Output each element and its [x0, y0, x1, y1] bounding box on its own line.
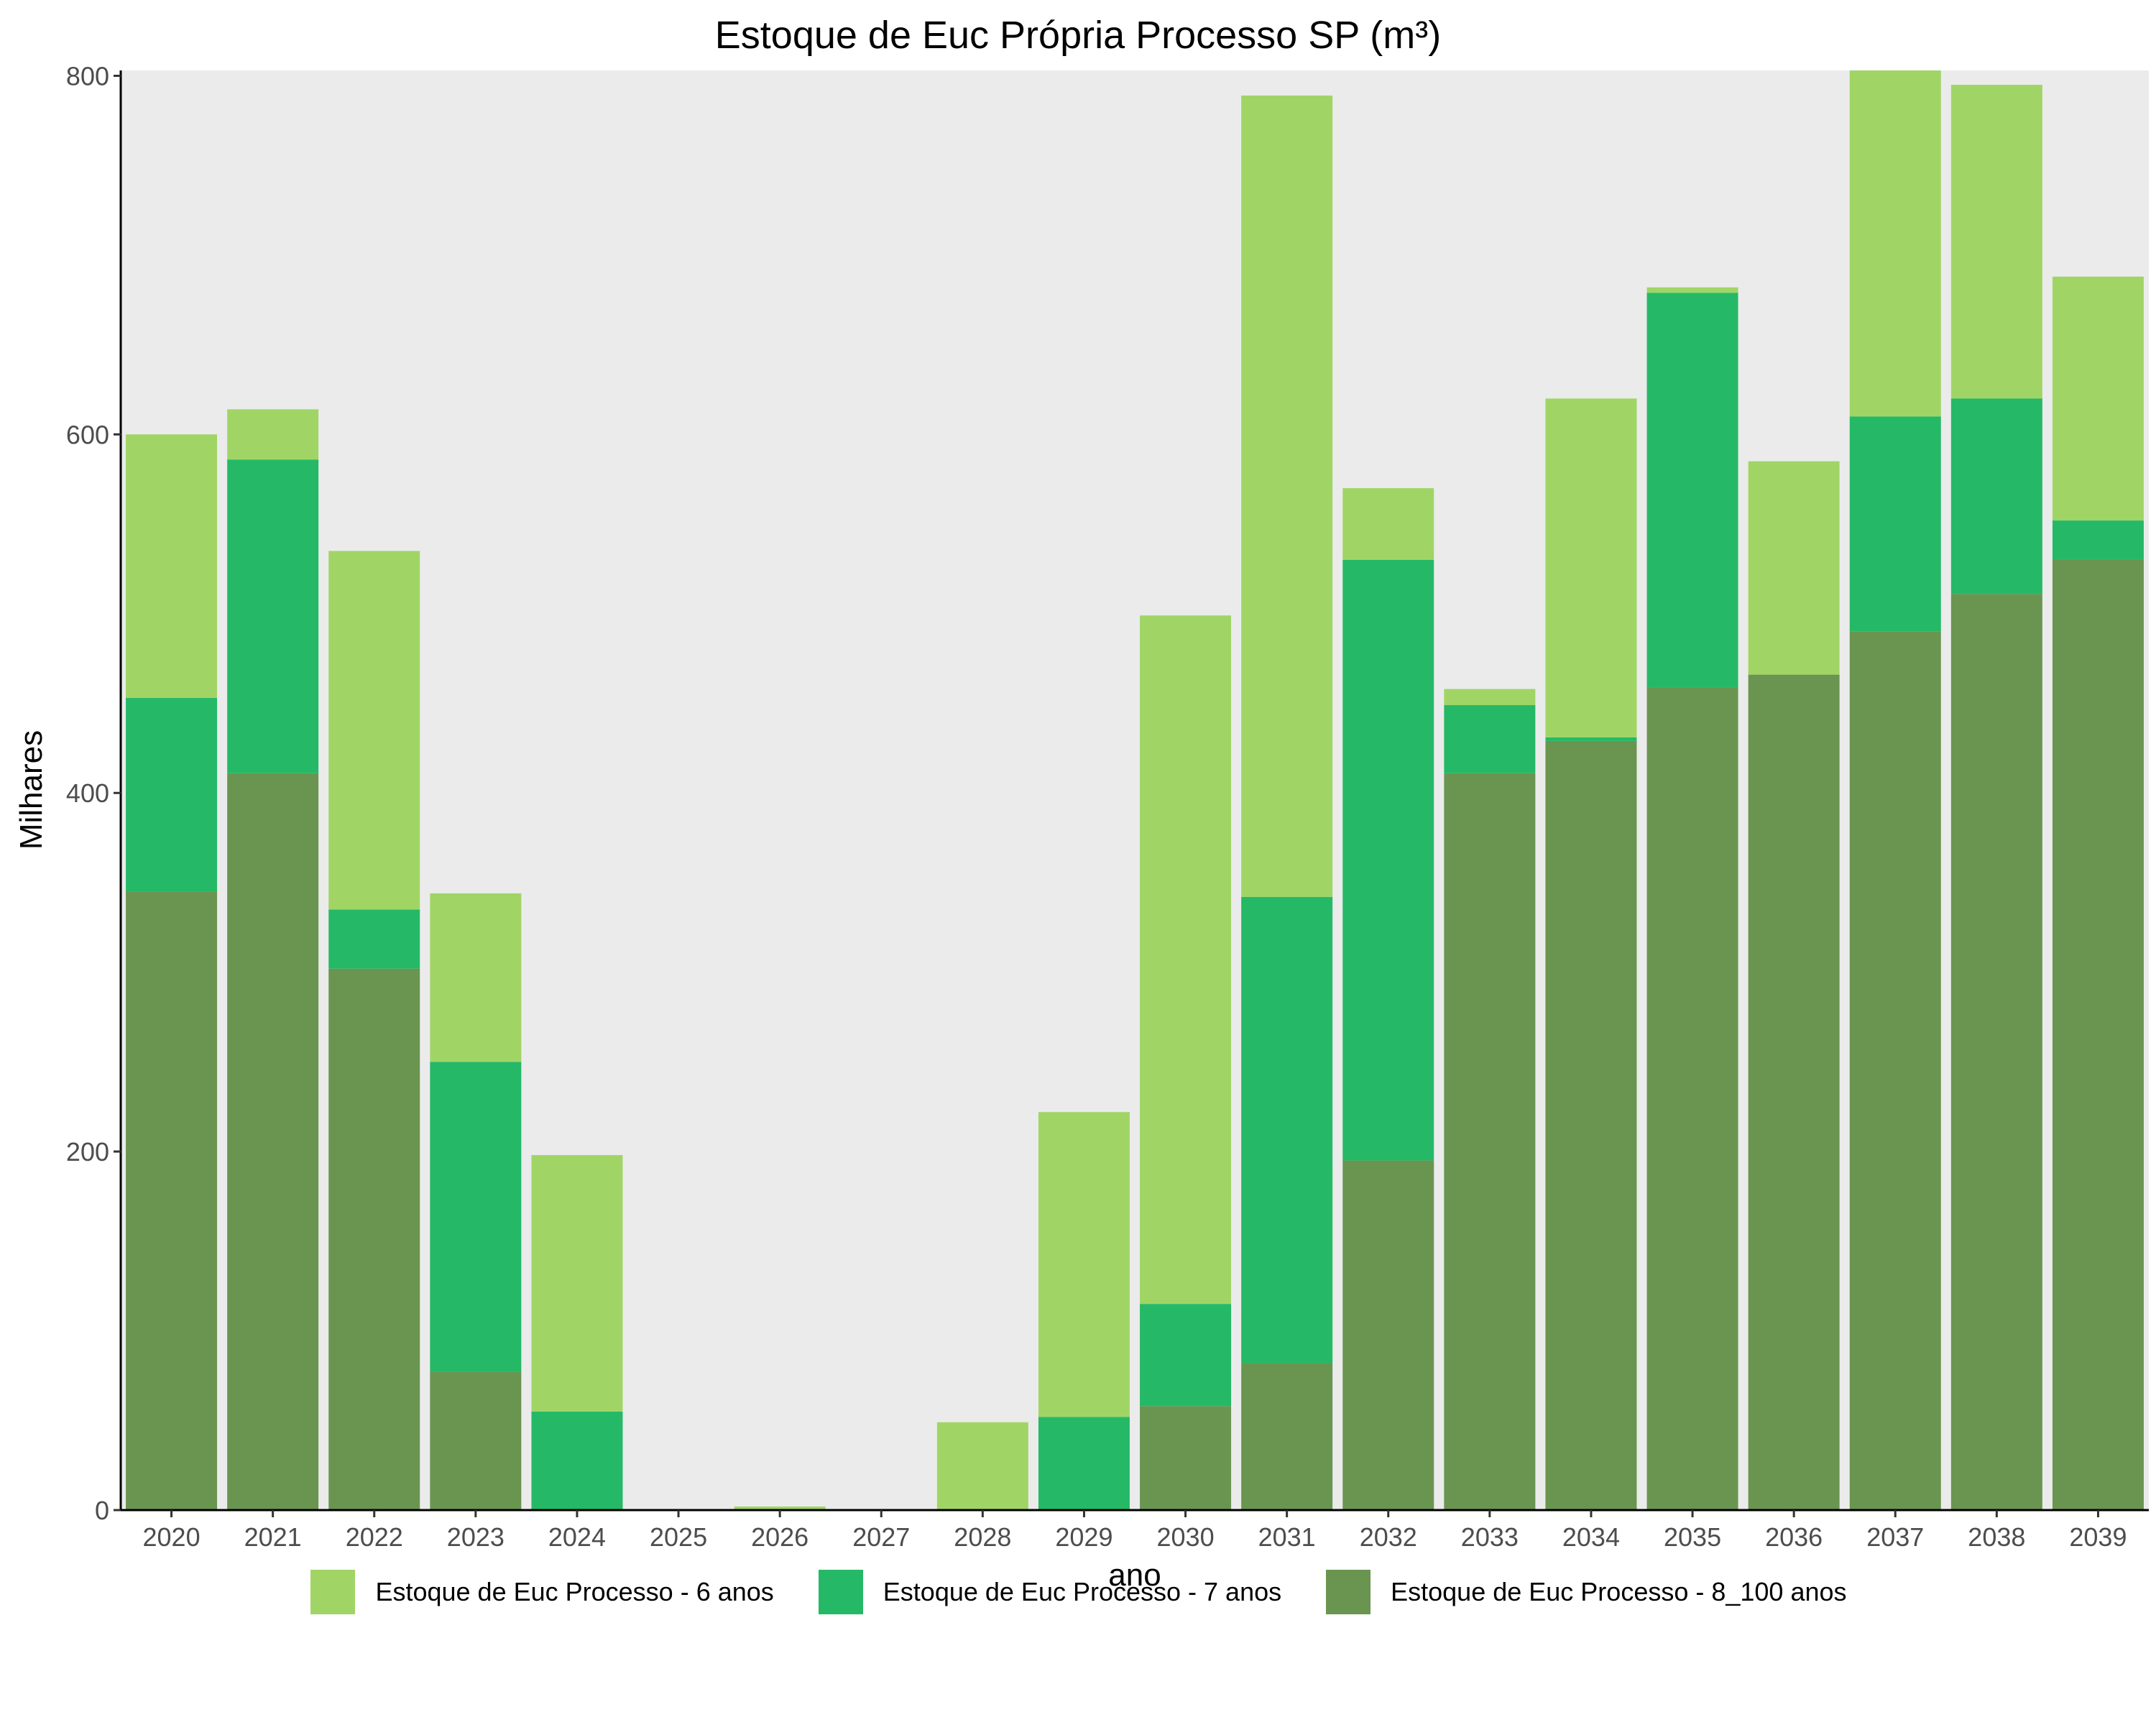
- y-tick-label: 0: [95, 1496, 109, 1525]
- bar-segment-2037-series-1: [1849, 416, 1941, 632]
- y-axis-title: Milhares: [14, 730, 49, 850]
- bar-segment-2024-series-2: [531, 1155, 623, 1412]
- bar-segment-2021-series-2: [227, 409, 319, 460]
- bar-segment-2029-series-2: [1038, 1112, 1130, 1417]
- bar-segment-2020-series-2: [126, 434, 218, 699]
- bar-segment-2031-series-0: [1241, 1363, 1333, 1510]
- x-tick-label: 2028: [954, 1522, 1011, 1552]
- bar-segment-2022-series-0: [328, 968, 420, 1510]
- bar-segment-2038-series-0: [1950, 594, 2042, 1510]
- bar-segment-2022-series-2: [328, 551, 420, 910]
- x-axis-ticks: 2020 2021 2022 2023 2024 2025 2026 2027 2028 2029…: [143, 1510, 2127, 1552]
- bar-segment-2033-series-0: [1444, 773, 1536, 1510]
- bar-segment-2032-series-1: [1342, 559, 1434, 1161]
- x-tick-label: 2034: [1562, 1522, 1620, 1552]
- x-tick-label: 2021: [244, 1522, 302, 1552]
- y-tick-label: 400: [66, 778, 109, 808]
- y-tick-label: 200: [66, 1137, 109, 1167]
- legend-key: [1325, 1568, 1373, 1616]
- bar-segment-2030-series-1: [1140, 1304, 1232, 1407]
- legend-key: [309, 1568, 357, 1616]
- x-axis-title: ano: [1108, 1558, 1161, 1593]
- bar-segment-2035-series-1: [1646, 293, 1738, 688]
- legend-key: [816, 1568, 865, 1616]
- bar-segment-2023-series-0: [430, 1371, 522, 1510]
- bar-segment-2028-series-2: [936, 1422, 1028, 1510]
- bar-segment-2031-series-1: [1241, 896, 1333, 1363]
- bar-segment-2021-series-0: [227, 773, 319, 1510]
- legend: Estoque de Euc Processo - 6 anos Estoque …: [0, 1563, 2156, 1621]
- legend-label: Estoque de Euc Processo - 6 anos: [375, 1577, 774, 1606]
- bar-segment-2035-series-0: [1646, 687, 1738, 1510]
- bar-segment-2026-series-2: [734, 1506, 826, 1510]
- x-tick-label: 2037: [1866, 1522, 1924, 1552]
- x-tick-label: 2023: [447, 1522, 505, 1552]
- x-tick-label: 2035: [1664, 1522, 1721, 1552]
- x-tick-label: 2022: [346, 1522, 403, 1552]
- bar-segment-2031-series-2: [1241, 95, 1333, 897]
- bar-segment-2037-series-2: [1849, 70, 1941, 417]
- x-tick-label: 2027: [852, 1522, 910, 1552]
- bar-segment-2039-series-0: [2052, 559, 2144, 1510]
- x-tick-label: 2038: [1968, 1522, 2025, 1552]
- bar-segment-2039-series-1: [2052, 520, 2144, 560]
- y-axis-ticks: 0 200 400 600 800: [66, 61, 121, 1525]
- bar-segment-2034-series-0: [1545, 740, 1637, 1510]
- bar-segment-2030-series-0: [1140, 1406, 1232, 1510]
- bar-segment-2035-series-2: [1646, 287, 1738, 293]
- bar-segment-2024-series-1: [531, 1411, 623, 1510]
- bar-segment-2023-series-1: [430, 1062, 522, 1372]
- bar-segment-2029-series-1: [1038, 1417, 1130, 1510]
- bars-layer: [126, 70, 2144, 1510]
- legend-label: Estoque de Euc Processo - 7 anos: [883, 1577, 1282, 1606]
- y-tick-label: 600: [66, 420, 109, 449]
- chart-title: Estoque de Euc Própria Processo SP (m³): [714, 14, 1442, 57]
- x-tick-label: 2030: [1157, 1522, 1215, 1552]
- bar-segment-2034-series-2: [1545, 398, 1637, 737]
- bar-segment-2022-series-1: [328, 909, 420, 969]
- x-tick-label: 2032: [1360, 1522, 1417, 1552]
- x-tick-label: 2024: [548, 1522, 606, 1552]
- bar-segment-2023-series-2: [430, 893, 522, 1062]
- bar-segment-2032-series-2: [1342, 488, 1434, 560]
- x-tick-label: 2029: [1055, 1522, 1112, 1552]
- bar-segment-2030-series-2: [1140, 615, 1232, 1305]
- bar-segment-2039-series-2: [2052, 276, 2144, 521]
- x-tick-label: 2031: [1258, 1522, 1316, 1552]
- y-tick-label: 800: [66, 61, 109, 91]
- bar-segment-2021-series-1: [227, 459, 319, 773]
- x-tick-label: 2026: [751, 1522, 808, 1552]
- x-tick-label: 2025: [650, 1522, 707, 1552]
- legend-item: Estoque de Euc Processo - 7 anos: [816, 1568, 1282, 1616]
- x-tick-label: 2020: [143, 1522, 201, 1552]
- x-tick-label: 2036: [1765, 1522, 1823, 1552]
- bar-segment-2036-series-2: [1748, 461, 1840, 675]
- bar-segment-2032-series-0: [1342, 1160, 1434, 1510]
- x-tick-label: 2033: [1461, 1522, 1519, 1552]
- bar-segment-2038-series-1: [1950, 398, 2042, 594]
- bar-segment-2033-series-2: [1444, 689, 1536, 706]
- bar-segment-2020-series-1: [126, 698, 218, 892]
- x-tick-label: 2039: [2069, 1522, 2127, 1552]
- legend-item: Estoque de Euc Processo - 6 anos: [309, 1568, 774, 1616]
- bar-segment-2037-series-0: [1849, 631, 1941, 1510]
- plot-background: [121, 70, 2149, 1510]
- legend-label: Estoque de Euc Processo - 8_100 anos: [1391, 1577, 1847, 1606]
- bar-segment-2038-series-2: [1950, 84, 2042, 399]
- bar-segment-2020-series-0: [126, 891, 218, 1510]
- bar-segment-2034-series-1: [1545, 737, 1637, 741]
- bar-segment-2036-series-0: [1748, 674, 1840, 1510]
- bar-segment-2033-series-1: [1444, 705, 1536, 773]
- legend-item: Estoque de Euc Processo - 8_100 anos: [1325, 1568, 1847, 1616]
